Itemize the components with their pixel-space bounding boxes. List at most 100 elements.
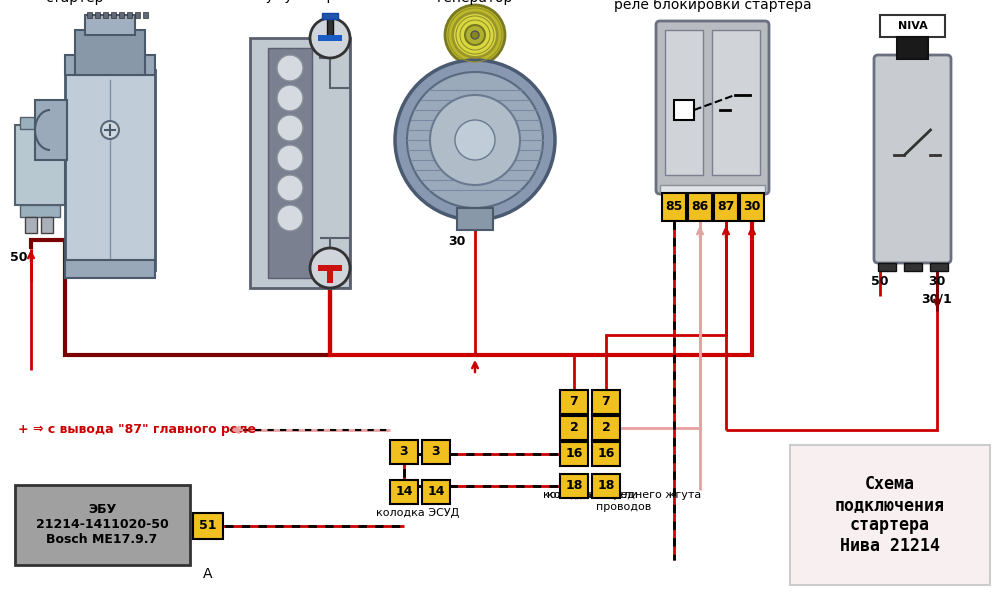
- Text: 7: 7: [569, 395, 578, 408]
- Bar: [739, 193, 764, 221]
- Text: колодка ЭСУД: колодка ЭСУД: [376, 508, 459, 518]
- Circle shape: [453, 13, 497, 57]
- Bar: [687, 193, 711, 221]
- Bar: [591, 442, 619, 466]
- Text: реле блокировки стартера: реле блокировки стартера: [613, 0, 811, 12]
- Bar: [318, 265, 342, 271]
- Bar: [65, 55, 155, 75]
- FancyBboxPatch shape: [655, 21, 769, 194]
- Text: 87: 87: [716, 200, 733, 213]
- FancyBboxPatch shape: [873, 55, 950, 263]
- Bar: [390, 440, 418, 464]
- Bar: [591, 416, 619, 440]
- Text: 85: 85: [664, 200, 682, 213]
- Bar: [143, 12, 148, 18]
- Bar: [127, 12, 132, 18]
- Bar: [896, 37, 927, 59]
- Text: NIVA: NIVA: [897, 21, 927, 31]
- Bar: [422, 440, 450, 464]
- Bar: [591, 474, 619, 498]
- Text: 16: 16: [597, 447, 614, 460]
- Bar: [20, 117, 60, 129]
- Bar: [591, 390, 619, 414]
- Text: 51: 51: [199, 520, 216, 532]
- Bar: [41, 217, 53, 233]
- Bar: [192, 513, 222, 539]
- Bar: [467, 63, 483, 88]
- Bar: [322, 13, 338, 19]
- Text: колодка переднего жгута
проводов: колодка переднего жгута проводов: [546, 490, 700, 512]
- Text: 14: 14: [395, 486, 413, 499]
- Text: 2: 2: [601, 422, 610, 435]
- Bar: [249, 38, 350, 288]
- Text: ЭБУ
21214-1411020-50
Bosch ME17.9.7: ЭБУ 21214-1411020-50 Bosch ME17.9.7: [36, 504, 168, 547]
- Text: 50: 50: [10, 251, 28, 264]
- Bar: [65, 260, 155, 278]
- Text: Схема
подключения
стартера
Нива 21214: Схема подключения стартера Нива 21214: [835, 475, 944, 555]
- Circle shape: [101, 121, 119, 139]
- Text: 86: 86: [690, 200, 708, 213]
- Circle shape: [407, 72, 542, 208]
- Bar: [20, 205, 60, 217]
- Bar: [559, 474, 587, 498]
- Bar: [95, 12, 100, 18]
- Text: 50: 50: [871, 275, 888, 288]
- Bar: [327, 16, 333, 39]
- Text: 2: 2: [569, 422, 578, 435]
- Bar: [318, 35, 342, 41]
- Text: 14: 14: [427, 486, 444, 499]
- Circle shape: [471, 31, 479, 39]
- Text: генератор: генератор: [437, 0, 513, 5]
- Circle shape: [445, 5, 504, 65]
- Text: колодка панели: колодка панели: [542, 490, 637, 500]
- Text: 3: 3: [431, 446, 440, 459]
- Text: 30: 30: [928, 275, 945, 288]
- Bar: [559, 442, 587, 466]
- Bar: [25, 217, 37, 233]
- Text: 30: 30: [448, 235, 465, 248]
- Circle shape: [465, 25, 485, 45]
- Text: 30: 30: [742, 200, 760, 213]
- Bar: [929, 263, 947, 271]
- Text: 18: 18: [565, 480, 582, 493]
- Polygon shape: [320, 238, 350, 288]
- Bar: [457, 208, 493, 230]
- Bar: [268, 48, 312, 278]
- Text: + ⇒ с вывода "87" главного реле: + ⇒ с вывода "87" главного реле: [18, 423, 256, 437]
- Circle shape: [277, 145, 303, 171]
- Circle shape: [277, 205, 303, 231]
- Text: 30/1: 30/1: [921, 293, 952, 306]
- Bar: [877, 263, 895, 271]
- Bar: [559, 416, 587, 440]
- Bar: [664, 30, 702, 175]
- Circle shape: [395, 60, 554, 220]
- Bar: [85, 15, 135, 35]
- Circle shape: [310, 248, 350, 288]
- Text: 3: 3: [399, 446, 408, 459]
- Text: стартер: стартер: [46, 0, 104, 5]
- Circle shape: [277, 55, 303, 81]
- Bar: [713, 193, 737, 221]
- Text: А: А: [203, 567, 212, 581]
- Circle shape: [310, 18, 350, 58]
- Bar: [75, 30, 145, 75]
- Bar: [103, 12, 108, 18]
- Bar: [87, 12, 92, 18]
- Bar: [559, 390, 587, 414]
- Circle shape: [277, 175, 303, 201]
- Bar: [119, 12, 124, 18]
- Bar: [15, 125, 65, 205]
- Bar: [711, 30, 760, 175]
- Bar: [327, 265, 333, 283]
- Bar: [673, 100, 693, 120]
- Text: 7: 7: [601, 395, 610, 408]
- Bar: [659, 185, 765, 193]
- Bar: [790, 445, 989, 585]
- Bar: [135, 12, 140, 18]
- Bar: [390, 480, 418, 504]
- Circle shape: [430, 95, 519, 185]
- Text: 18: 18: [597, 480, 614, 493]
- Bar: [35, 100, 67, 160]
- Circle shape: [277, 85, 303, 111]
- Bar: [422, 480, 450, 504]
